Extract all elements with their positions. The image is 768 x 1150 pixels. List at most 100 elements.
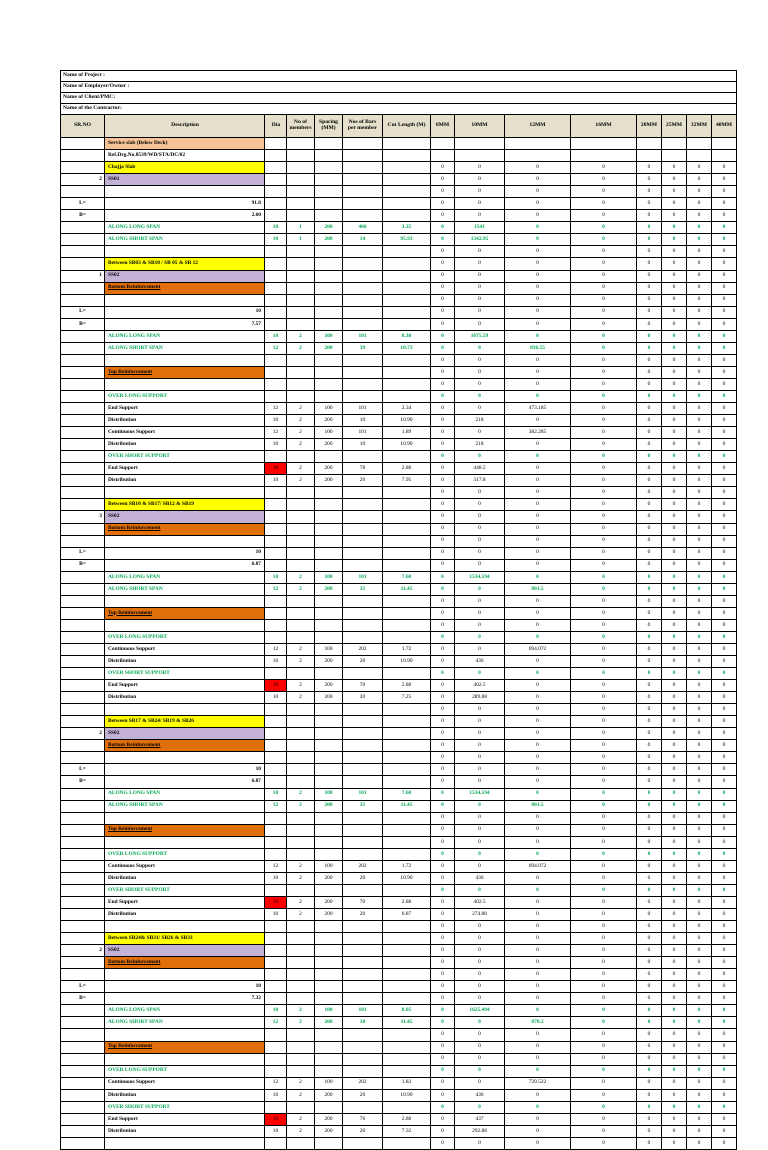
cell-bars[interactable] <box>342 257 383 271</box>
cell-srno[interactable] <box>60 691 105 705</box>
cell-description[interactable] <box>104 353 265 367</box>
cell-cut[interactable] <box>382 389 431 404</box>
cell-d25[interactable]: 0 <box>661 739 687 753</box>
cell-spc[interactable]: 200 <box>314 438 343 452</box>
cell-d10[interactable]: 0 <box>454 1016 505 1030</box>
cell-mem[interactable] <box>286 1064 315 1078</box>
cell-d25[interactable]: 0 <box>661 1004 687 1018</box>
cell-bars[interactable] <box>342 353 383 367</box>
cell-d40[interactable]: 0 <box>710 618 738 632</box>
cell-d25[interactable]: 0 <box>661 257 687 271</box>
cell-dia[interactable] <box>264 667 287 681</box>
cell-description[interactable]: Distribution <box>104 871 265 885</box>
cell-spc[interactable] <box>314 257 343 271</box>
cell-d40[interactable] <box>710 149 738 163</box>
cell-dia[interactable]: 10 <box>264 233 287 247</box>
cell-bars[interactable] <box>342 197 383 211</box>
cell-d32[interactable]: 0 <box>686 389 712 404</box>
cell-description[interactable]: SS02 <box>104 727 265 741</box>
cell-srno[interactable] <box>60 871 105 885</box>
cell-description[interactable]: ALONG SHORT SPAN <box>104 799 265 813</box>
cell-d8[interactable]: 0 <box>430 414 455 428</box>
cell-cut[interactable]: 2.88 <box>382 1112 431 1126</box>
cell-spc[interactable] <box>314 739 343 753</box>
cell-dia[interactable] <box>264 245 287 259</box>
cell-srno[interactable] <box>60 835 105 849</box>
cell-d40[interactable]: 0 <box>710 558 738 572</box>
cell-cut[interactable]: 10.90 <box>382 655 431 669</box>
cell-d12[interactable]: 0 <box>504 558 571 572</box>
cell-cut[interactable] <box>382 486 431 500</box>
cell-bars[interactable] <box>342 667 383 681</box>
cell-mem[interactable] <box>286 546 315 560</box>
cell-mem[interactable] <box>286 317 315 331</box>
cell-spc[interactable] <box>314 727 343 741</box>
cell-d32[interactable]: 0 <box>686 438 712 452</box>
cell-d32[interactable]: 0 <box>686 197 712 211</box>
cell-d20[interactable]: 0 <box>636 667 662 681</box>
cell-cut[interactable]: 2.34 <box>382 402 431 416</box>
cell-d32[interactable]: 0 <box>686 883 712 897</box>
cell-d32[interactable]: 0 <box>686 233 712 247</box>
cell-d32[interactable]: 0 <box>686 811 712 825</box>
cell-spc[interactable] <box>314 823 343 837</box>
cell-d32[interactable]: 0 <box>686 365 712 379</box>
cell-d10[interactable]: 0 <box>454 245 505 259</box>
cell-bars[interactable] <box>342 763 383 777</box>
cell-d10[interactable]: 0 <box>454 799 505 813</box>
cell-srno[interactable]: 2 <box>60 944 105 958</box>
cell-spc[interactable] <box>314 486 343 500</box>
cell-cut[interactable] <box>382 558 431 572</box>
cell-d8[interactable]: 0 <box>430 293 455 307</box>
cell-d12[interactable]: 801.5 <box>504 799 571 813</box>
cell-d25[interactable]: 0 <box>661 907 687 922</box>
cell-dia[interactable] <box>264 149 287 163</box>
cell-mem[interactable]: 1 <box>286 233 315 247</box>
cell-dia[interactable] <box>264 365 287 379</box>
cell-mem[interactable]: 2 <box>286 1124 315 1138</box>
cell-mem[interactable] <box>286 920 315 934</box>
cell-d40[interactable]: 0 <box>710 209 738 223</box>
cell-srno[interactable] <box>60 522 105 536</box>
cell-spc[interactable] <box>314 510 343 524</box>
cell-srno[interactable] <box>60 462 105 476</box>
cell-d12[interactable]: 0 <box>504 570 571 584</box>
cell-spc[interactable]: 100 <box>314 859 343 873</box>
cell-bars[interactable]: 10 <box>342 414 383 428</box>
cell-dia[interactable]: 12 <box>264 1076 287 1090</box>
cell-d32[interactable]: 0 <box>686 920 712 934</box>
cell-d40[interactable]: 0 <box>710 667 738 681</box>
cell-d25[interactable]: 0 <box>661 474 687 488</box>
cell-description[interactable]: Between SB24& SB31/ SB26 & SB33 <box>104 932 265 946</box>
cell-mem[interactable] <box>286 149 315 163</box>
cell-d16[interactable]: 0 <box>570 293 637 307</box>
cell-cut[interactable]: 10.90 <box>382 438 431 452</box>
cell-dia[interactable]: 10 <box>264 787 287 801</box>
cell-cut[interactable] <box>382 534 431 548</box>
cell-description[interactable]: OVER SHORT SUPPORT <box>104 667 265 681</box>
cell-d10[interactable]: 0 <box>454 510 505 524</box>
cell-bars[interactable] <box>342 968 383 982</box>
cell-d40[interactable] <box>710 136 738 151</box>
cell-d16[interactable]: 0 <box>570 871 637 885</box>
cell-d25[interactable]: 0 <box>661 450 687 464</box>
cell-mem[interactable] <box>286 763 315 777</box>
cell-dia[interactable] <box>264 546 287 560</box>
cell-d16[interactable] <box>570 149 637 163</box>
cell-cut[interactable] <box>382 1028 431 1042</box>
cell-d8[interactable]: 0 <box>430 365 455 379</box>
cell-cut[interactable]: 7.60 <box>382 570 431 584</box>
cell-description[interactable] <box>104 245 265 259</box>
cell-bars[interactable] <box>342 185 383 199</box>
cell-mem[interactable]: 2 <box>286 871 315 885</box>
cell-description[interactable]: SS01 <box>104 173 265 187</box>
cell-spc[interactable]: 200 <box>314 1088 343 1102</box>
cell-d32[interactable]: 0 <box>686 775 712 789</box>
cell-mem[interactable] <box>286 185 315 199</box>
cell-d8[interactable]: 0 <box>430 811 455 825</box>
cell-srno[interactable]: B= <box>60 317 105 331</box>
cell-d20[interactable]: 0 <box>636 739 662 753</box>
cell-cut[interactable] <box>382 317 431 331</box>
cell-d32[interactable]: 0 <box>686 582 712 596</box>
cell-d40[interactable]: 0 <box>710 691 738 705</box>
